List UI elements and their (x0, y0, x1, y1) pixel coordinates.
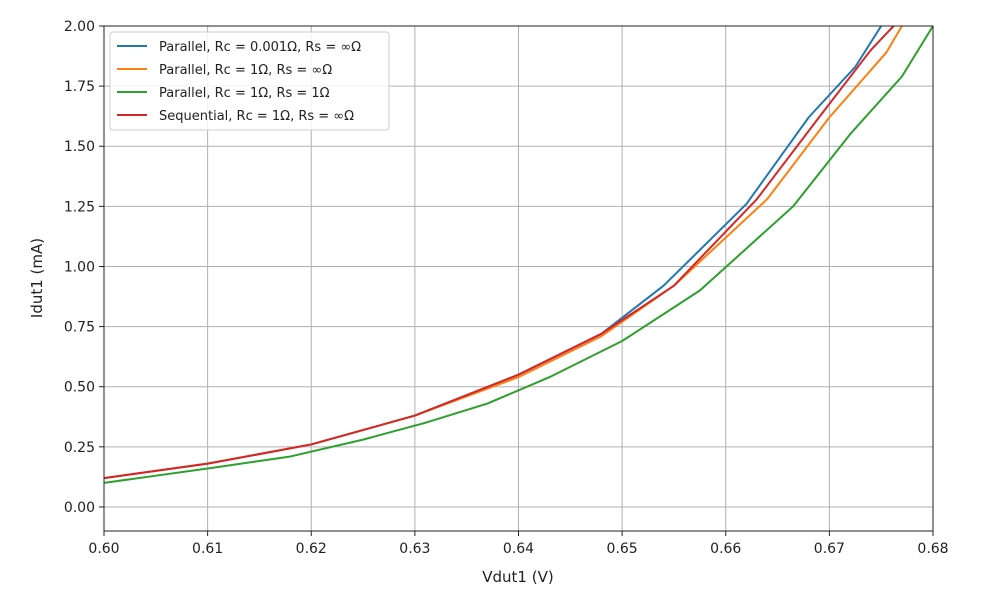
y-tick-label: 2.00 (64, 19, 95, 35)
x-tick-label: 0.64 (503, 541, 534, 557)
series-line-3 (104, 26, 933, 484)
y-tick-label: 1.75 (64, 79, 95, 95)
y-axis-label: Idut1 (mA) (28, 238, 46, 318)
legend-label-3: Parallel, Rc = 1Ω, Rs = 1Ω (159, 86, 330, 101)
x-axis-ticks: 0.60 0.61 0.62 0.63 0.64 0.65 0.66 0.67 0.68 (88, 531, 949, 557)
x-tick-label: 0.66 (710, 541, 741, 557)
y-tick-label: 0.25 (64, 440, 95, 456)
x-tick-label: 0.67 (814, 541, 845, 557)
x-tick-label: 0.65 (607, 541, 638, 557)
legend-label-1: Parallel, Rc = 0.001Ω, Rs = ∞Ω (159, 40, 361, 55)
x-tick-label: 0.62 (296, 541, 327, 557)
y-tick-label: 1.00 (64, 259, 95, 275)
x-tick-label: 0.68 (917, 541, 948, 557)
y-tick-label: 1.25 (64, 199, 95, 215)
x-tick-label: 0.63 (399, 541, 430, 557)
legend-label-4: Sequential, Rc = 1Ω, Rs = ∞Ω (159, 109, 354, 124)
y-tick-label: 0.00 (64, 500, 95, 516)
legend: Parallel, Rc = 0.001Ω, Rs = ∞Ω Parallel, … (109, 31, 390, 131)
series-layer (104, 26, 933, 484)
series-line-4 (104, 26, 895, 480)
x-tick-label: 0.61 (192, 541, 223, 557)
y-tick-label: 0.75 (64, 320, 95, 336)
y-axis-ticks: 0.00 0.25 0.50 0.75 1.00 1.25 1.50 1.75 2.00 (64, 19, 104, 516)
y-tick-label: 1.50 (64, 139, 95, 155)
x-tick-label: 0.60 (88, 541, 119, 557)
legend-label-2: Parallel, Rc = 1Ω, Rs = ∞Ω (159, 63, 332, 78)
y-tick-label: 0.50 (64, 380, 95, 396)
legend-box (109, 31, 390, 131)
x-axis-label: Vdut1 (V) (482, 568, 553, 586)
